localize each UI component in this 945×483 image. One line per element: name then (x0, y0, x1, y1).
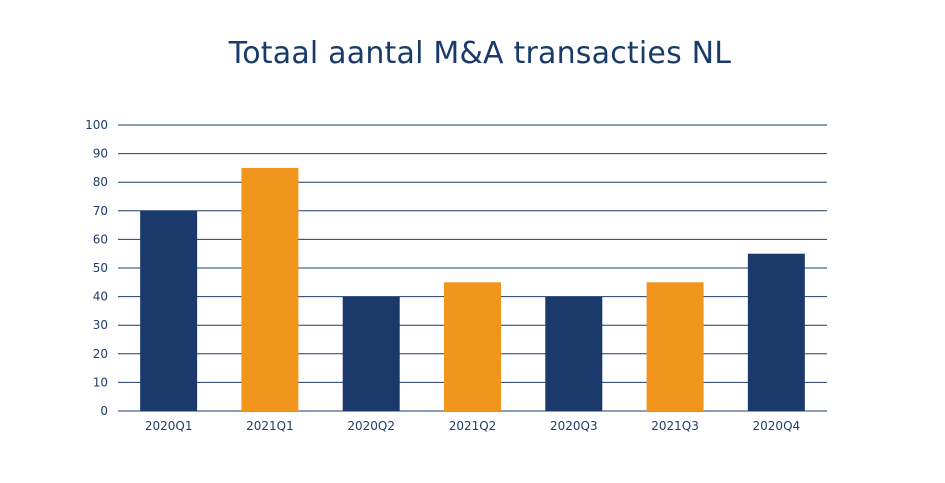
bar-2020Q2 (342, 296, 400, 411)
y-tick-label: 20 (93, 347, 108, 361)
y-tick-label: 30 (93, 318, 108, 332)
x-tick-label: 2021Q3 (651, 419, 699, 433)
y-tick-label: 70 (93, 204, 108, 218)
bar-2021Q3 (646, 282, 704, 411)
x-tick-label: 2021Q1 (246, 419, 294, 433)
y-tick-label: 90 (93, 147, 108, 161)
x-tick-label: 2020Q4 (753, 419, 801, 433)
bar-2020Q3 (545, 296, 603, 411)
y-tick-label: 40 (93, 290, 108, 304)
y-tick-label: 100 (85, 118, 108, 132)
bars (140, 167, 805, 411)
y-tick-label: 50 (93, 261, 108, 275)
bar-2020Q1 (140, 210, 198, 411)
y-tick-label: 0 (100, 404, 108, 418)
y-tick-label: 10 (93, 375, 108, 389)
y-tick-label: 80 (93, 175, 108, 189)
bar-2021Q1 (241, 167, 299, 411)
y-tick-label: 60 (93, 232, 108, 246)
bar-2021Q2 (444, 282, 501, 411)
chart-title: Totaal aantal M&A transacties NL (228, 36, 732, 71)
x-tick-label: 2020Q2 (347, 419, 395, 433)
x-tick-label: 2020Q1 (145, 419, 193, 433)
x-tick-label: 2021Q2 (449, 419, 497, 433)
bar-2020Q4 (747, 253, 805, 411)
x-tick-label: 2020Q3 (550, 419, 598, 433)
x-axis-ticks: 2020Q1 2021Q1 2020Q2 2021Q2 2020Q3 2021Q3 2020… (145, 419, 800, 433)
y-axis-ticks: 0 10 20 30 40 50 60 70 80 90 100 (85, 118, 108, 418)
